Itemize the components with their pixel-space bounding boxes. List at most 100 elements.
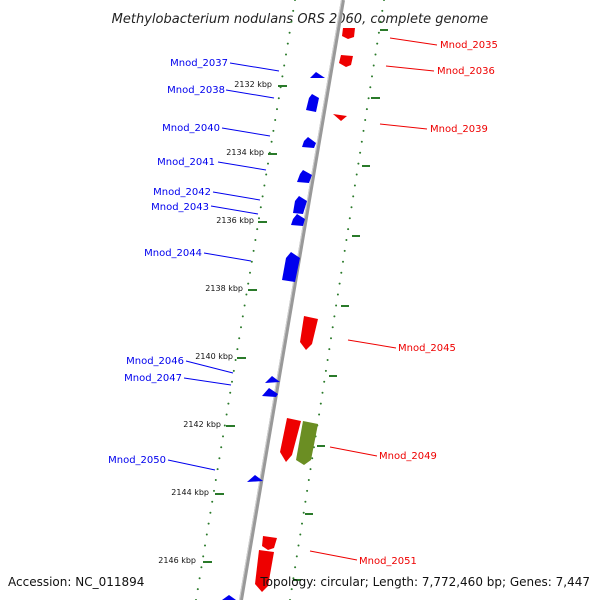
- gene-label[interactable]: Mnod_2035: [440, 40, 498, 51]
- ring-dot: [335, 304, 338, 307]
- ring-dot: [295, 555, 298, 558]
- gene-label[interactable]: Mnod_2045: [398, 343, 456, 354]
- ring-dot: [345, 239, 348, 241]
- ring-dot: [276, 108, 278, 111]
- label-leader: [309, 550, 358, 561]
- gene-label[interactable]: Mnod_2043: [151, 202, 209, 213]
- ring-dot: [292, 577, 295, 580]
- ring-dot: [229, 391, 232, 394]
- ring-dot: [254, 239, 257, 241]
- ring-dot: [205, 533, 208, 536]
- gene-label[interactable]: Mnod_2044: [144, 248, 202, 259]
- label-leader: [185, 360, 234, 374]
- map-title: Methylobacterium nodulans ORS 2060, comp…: [112, 12, 489, 27]
- ring-dot: [290, 588, 293, 591]
- gene-feature-plus[interactable]: [339, 55, 353, 67]
- ring-dot: [292, 9, 295, 12]
- gene-feature-minus[interactable]: [293, 196, 307, 214]
- gene-label[interactable]: Mnod_2049: [379, 451, 437, 462]
- gene-feature-minus[interactable]: [222, 595, 236, 600]
- ring-dot: [342, 260, 344, 263]
- gene-feature-minus[interactable]: [306, 94, 319, 112]
- gene-feature-plus[interactable]: [333, 114, 347, 121]
- gene-feature-minus[interactable]: [282, 252, 300, 282]
- gene-label[interactable]: Mnod_2051: [359, 556, 417, 567]
- gene-label[interactable]: Mnod_2040: [162, 123, 220, 134]
- gene-label[interactable]: Mnod_2050: [108, 455, 166, 466]
- ring-dot: [333, 315, 336, 318]
- gene-feature-plus[interactable]: [300, 316, 318, 350]
- ring-dot: [321, 391, 324, 394]
- ring-dot: [231, 380, 233, 383]
- ring-dot: [330, 337, 332, 340]
- genome-backbone-highlight: [239, 0, 342, 600]
- tick-label: 2136 kbp: [216, 216, 254, 225]
- gene-feature-plus[interactable]: [262, 536, 277, 550]
- gene-label[interactable]: Mnod_2047: [124, 373, 182, 384]
- ring-dot: [376, 42, 379, 45]
- ring-dot: [234, 359, 237, 361]
- tick-label: 2146 kbp: [158, 556, 196, 565]
- ring-dot: [359, 151, 362, 154]
- ring-dot: [319, 402, 322, 405]
- gene-feature-minus[interactable]: [247, 475, 263, 482]
- gene-feature-minus[interactable]: [310, 72, 325, 78]
- tick-marks: 2132 kbp 2134 kbp 2136 kbp 2138 kbp 2140…: [158, 29, 388, 581]
- gene-feature-minus[interactable]: [291, 214, 305, 226]
- ring-dot: [377, 31, 380, 34]
- ring-dot: [236, 348, 239, 351]
- gene-label[interactable]: Mnod_2039: [430, 124, 488, 135]
- gene-label[interactable]: Mnod_2036: [437, 66, 495, 77]
- tick-label: 2142 kbp: [183, 420, 221, 429]
- ring-dot: [364, 119, 367, 121]
- label-leader: [225, 89, 275, 99]
- ring-dot: [223, 424, 226, 427]
- ring-dot: [259, 206, 262, 209]
- ring-dot: [240, 326, 242, 329]
- ring-dot: [294, 566, 297, 569]
- gene-label[interactable]: Mnod_2042: [153, 187, 211, 198]
- label-leader: [229, 62, 280, 72]
- ring-dot: [365, 108, 368, 111]
- ring-dot: [265, 173, 268, 176]
- ring-dot: [326, 359, 329, 361]
- gene-label[interactable]: Mnod_2037: [170, 58, 228, 69]
- ring-dot: [214, 479, 217, 481]
- ring-dot: [290, 20, 293, 23]
- gene-feature-plus[interactable]: [280, 418, 301, 462]
- gene-feature-minus[interactable]: [265, 376, 280, 383]
- label-leader: [217, 161, 267, 171]
- ring-dot: [372, 64, 375, 67]
- ring-dot: [283, 64, 286, 67]
- gene-feature-minus[interactable]: [262, 388, 278, 397]
- ring-dot: [270, 140, 273, 143]
- ring-dot: [225, 413, 228, 416]
- ring-dot: [272, 129, 275, 132]
- ring-dot: [304, 500, 307, 503]
- gene-feature-plus[interactable]: [342, 28, 355, 39]
- ring-dot: [249, 271, 251, 274]
- ring-dot: [274, 119, 277, 121]
- gene-feature-minus[interactable]: [297, 170, 312, 183]
- label-leader: [221, 127, 271, 137]
- ring-dot: [209, 511, 212, 514]
- ring-dot: [220, 446, 223, 449]
- ring-dot: [267, 162, 269, 165]
- ring-dot: [277, 97, 280, 100]
- gene-label[interactable]: Mnod_2038: [167, 85, 225, 96]
- ring-dot: [211, 500, 214, 503]
- ring-dot: [355, 173, 358, 176]
- gene-feature-minus[interactable]: [302, 137, 316, 148]
- gene-feature-plus[interactable]: [255, 550, 274, 592]
- ring-dot: [309, 468, 312, 471]
- ring-dot: [294, 0, 296, 1]
- gene-label[interactable]: Mnod_2046: [126, 356, 184, 367]
- ring-dot: [218, 457, 221, 460]
- ring-dot: [318, 413, 321, 416]
- ring-dot: [281, 75, 284, 78]
- gene-feature-other[interactable]: [296, 421, 318, 465]
- ring-dot: [381, 9, 384, 12]
- gene-label[interactable]: Mnod_2041: [157, 157, 215, 168]
- tick-label: 2138 kbp: [205, 284, 243, 293]
